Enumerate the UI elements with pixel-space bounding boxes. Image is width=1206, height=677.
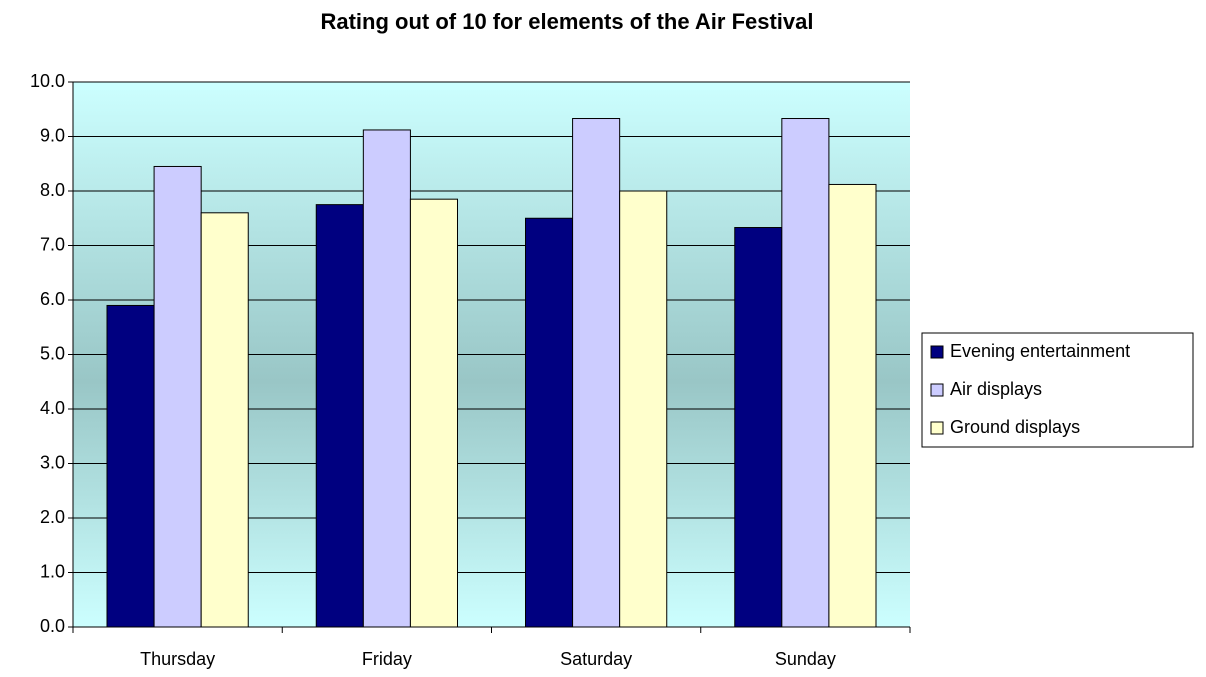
bar	[153, 165, 202, 628]
y-tick-label: 5.0	[40, 343, 65, 363]
bar	[781, 118, 830, 628]
x-tick-label: Friday	[362, 649, 412, 669]
legend-label: Air displays	[950, 379, 1042, 399]
bar	[734, 227, 783, 628]
legend-label: Ground displays	[950, 417, 1080, 437]
bar	[525, 217, 574, 628]
bar	[409, 198, 458, 628]
y-tick-label: 8.0	[40, 180, 65, 200]
y-tick-label: 7.0	[40, 234, 65, 254]
legend-swatch	[930, 345, 944, 359]
bar	[362, 129, 411, 628]
legend-swatch	[930, 421, 944, 435]
y-tick-label: 10.0	[30, 71, 65, 91]
x-tick-label: Thursday	[140, 649, 215, 669]
bar	[828, 183, 877, 628]
y-tick-label: 4.0	[40, 398, 65, 418]
legend-label: Evening entertainment	[950, 341, 1130, 361]
y-tick-label: 3.0	[40, 452, 65, 472]
bar	[315, 204, 364, 628]
legend-box	[921, 332, 1194, 448]
y-tick-label: 2.0	[40, 507, 65, 527]
x-tick-label: Saturday	[560, 649, 632, 669]
legend-swatch	[930, 383, 944, 397]
y-tick-label: 9.0	[40, 125, 65, 145]
chart-title: Rating out of 10 for elements of the Air…	[320, 9, 813, 34]
y-tick-label: 1.0	[40, 561, 65, 581]
bar	[106, 304, 155, 628]
bar	[200, 212, 249, 628]
bar	[619, 190, 668, 628]
y-tick-label: 6.0	[40, 289, 65, 309]
bar	[572, 118, 621, 628]
y-tick-label: 0.0	[40, 616, 65, 636]
x-tick-label: Sunday	[775, 649, 836, 669]
